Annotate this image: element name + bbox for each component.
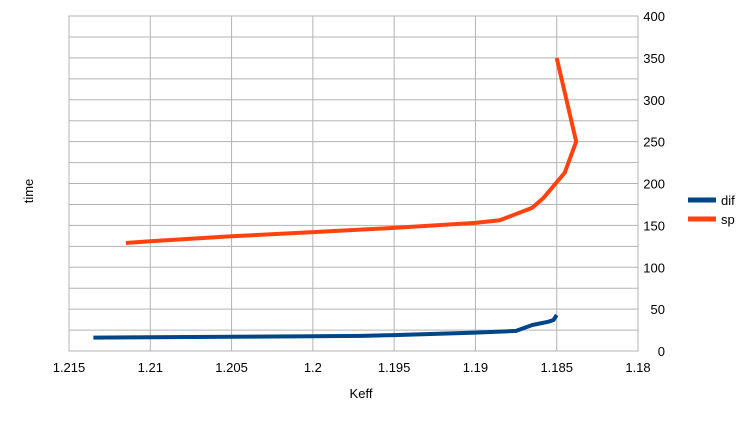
x-axis-ticks: 1.215 1.21 1.205 1.2 1.195 1.19 1.185 1.18 <box>53 360 651 375</box>
x-tick-label: 1.185 <box>540 360 573 375</box>
x-tick-label: 1.21 <box>138 360 163 375</box>
x-tick-label: 1.205 <box>215 360 248 375</box>
y-tick-label: 250 <box>643 135 665 150</box>
y-tick-label: 350 <box>643 51 665 66</box>
y-axis-ticks: 0 50 100 150 200 250 300 350 400 <box>643 9 665 359</box>
x-tick-label: 1.195 <box>378 360 411 375</box>
legend-label-dif: dif <box>721 193 735 208</box>
y-tick-label: 100 <box>643 260 665 275</box>
y-tick-label: 300 <box>643 93 665 108</box>
y-tick-label: 50 <box>651 302 665 317</box>
series-line-dif <box>93 313 559 340</box>
series-lines <box>93 57 579 340</box>
y-tick-label: 0 <box>658 344 665 359</box>
x-tick-label: 1.18 <box>625 360 650 375</box>
y-tick-label: 150 <box>643 218 665 233</box>
plot-area-border <box>68 15 639 352</box>
y-tick-label: 400 <box>643 9 665 24</box>
y-tick-label: 200 <box>643 177 665 192</box>
x-axis-title: Keff <box>350 386 373 401</box>
legend-label-sp: sp <box>721 212 735 227</box>
series-line-sp <box>125 57 579 245</box>
x-tick-label: 1.215 <box>53 360 86 375</box>
x-tick-label: 1.2 <box>304 360 322 375</box>
x-tick-label: 1.19 <box>463 360 488 375</box>
grid-lines <box>68 15 639 352</box>
y-axis-title: time <box>21 179 36 204</box>
legend: dif sp <box>688 193 735 227</box>
